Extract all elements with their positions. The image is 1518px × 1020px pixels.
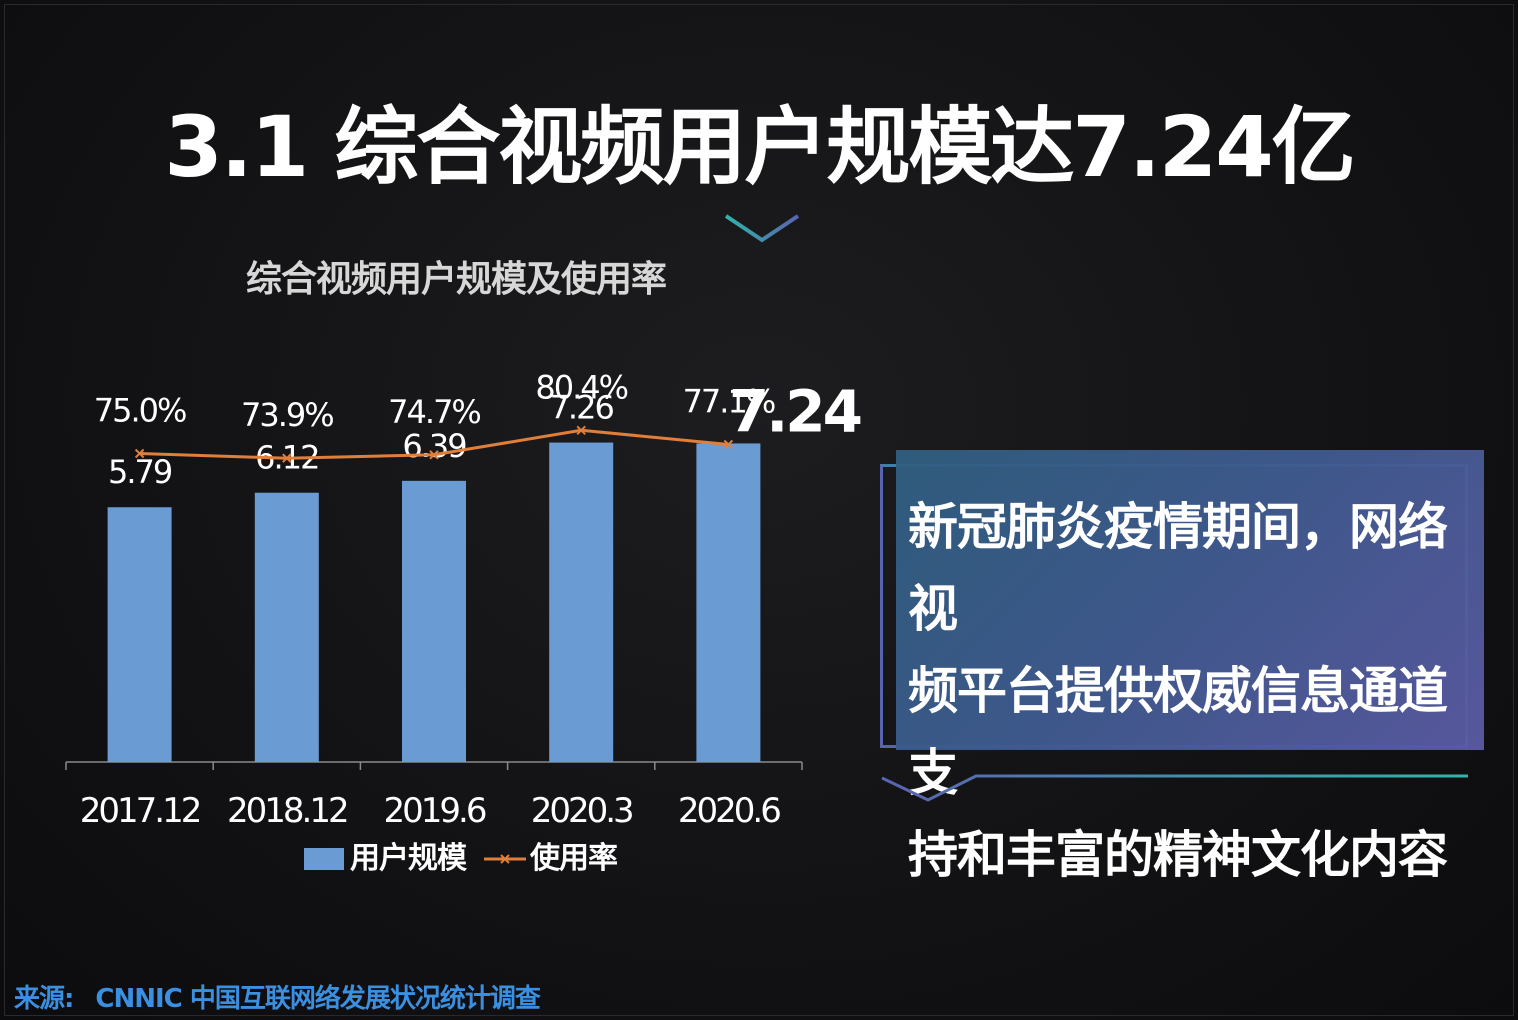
legend-bar-swatch [304, 848, 344, 870]
source-text: CNNIC 中国互联网络发展状况统计调查 [95, 984, 540, 1014]
x-tick-label: 2020.6 [678, 791, 780, 831]
x-tick-label: 2019.6 [384, 791, 486, 831]
line-point [429, 450, 439, 460]
x-tick-label: 2018.12 [227, 791, 347, 831]
line-data-label: 75.0% [94, 392, 186, 430]
line-data-label: 73.9% [241, 396, 333, 434]
legend-label: 使用率 [529, 841, 617, 876]
line-data-label: 74.7% [388, 393, 480, 431]
line-data-label: 80.4% [535, 368, 627, 406]
callout-line: 持和丰富的精神文化内容 [908, 826, 1448, 884]
chevron-down-icon [724, 214, 800, 243]
bar [696, 443, 761, 762]
callout-text: 新冠肺炎疫情期间，网络视 频平台提供权威信息通道支 持和丰富的精神文化内容 [908, 486, 1468, 896]
callout-line: 新冠肺炎疫情期间，网络视 [908, 498, 1448, 638]
x-tick-label: 2017.12 [80, 791, 200, 831]
bar-data-label: 6.39 [402, 427, 466, 465]
line-point [134, 448, 145, 459]
bar [254, 492, 319, 762]
chart-title: 综合视频用户规模及使用率 [246, 259, 667, 300]
source-label: 来源: [14, 984, 74, 1014]
line-point [282, 453, 292, 463]
bar [402, 480, 466, 762]
x-tick-label: 2020.3 [531, 791, 632, 831]
bar-data-label: 5.79 [108, 453, 172, 491]
line-point [576, 425, 586, 435]
bar-data-label: 7.24 [729, 377, 861, 445]
line-point [723, 439, 734, 450]
line-data-label: 77.1% [683, 382, 775, 420]
legend-label: 用户规模 [350, 841, 467, 876]
source-line: 来源: CNNIC 中国互联网络发展状况统计调查 [14, 978, 541, 1015]
callout-line: 频平台提供权威信息通道支 [908, 662, 1448, 802]
bar [107, 507, 172, 762]
legend-line-marker [500, 854, 510, 864]
callout-box [896, 450, 1484, 750]
page-title: 3.1 综合视频用户规模达7.24亿 [164, 98, 1355, 196]
chevron-divider-icon [881, 774, 1468, 802]
bar [549, 442, 614, 762]
bar-data-label: 7.26 [550, 389, 614, 427]
